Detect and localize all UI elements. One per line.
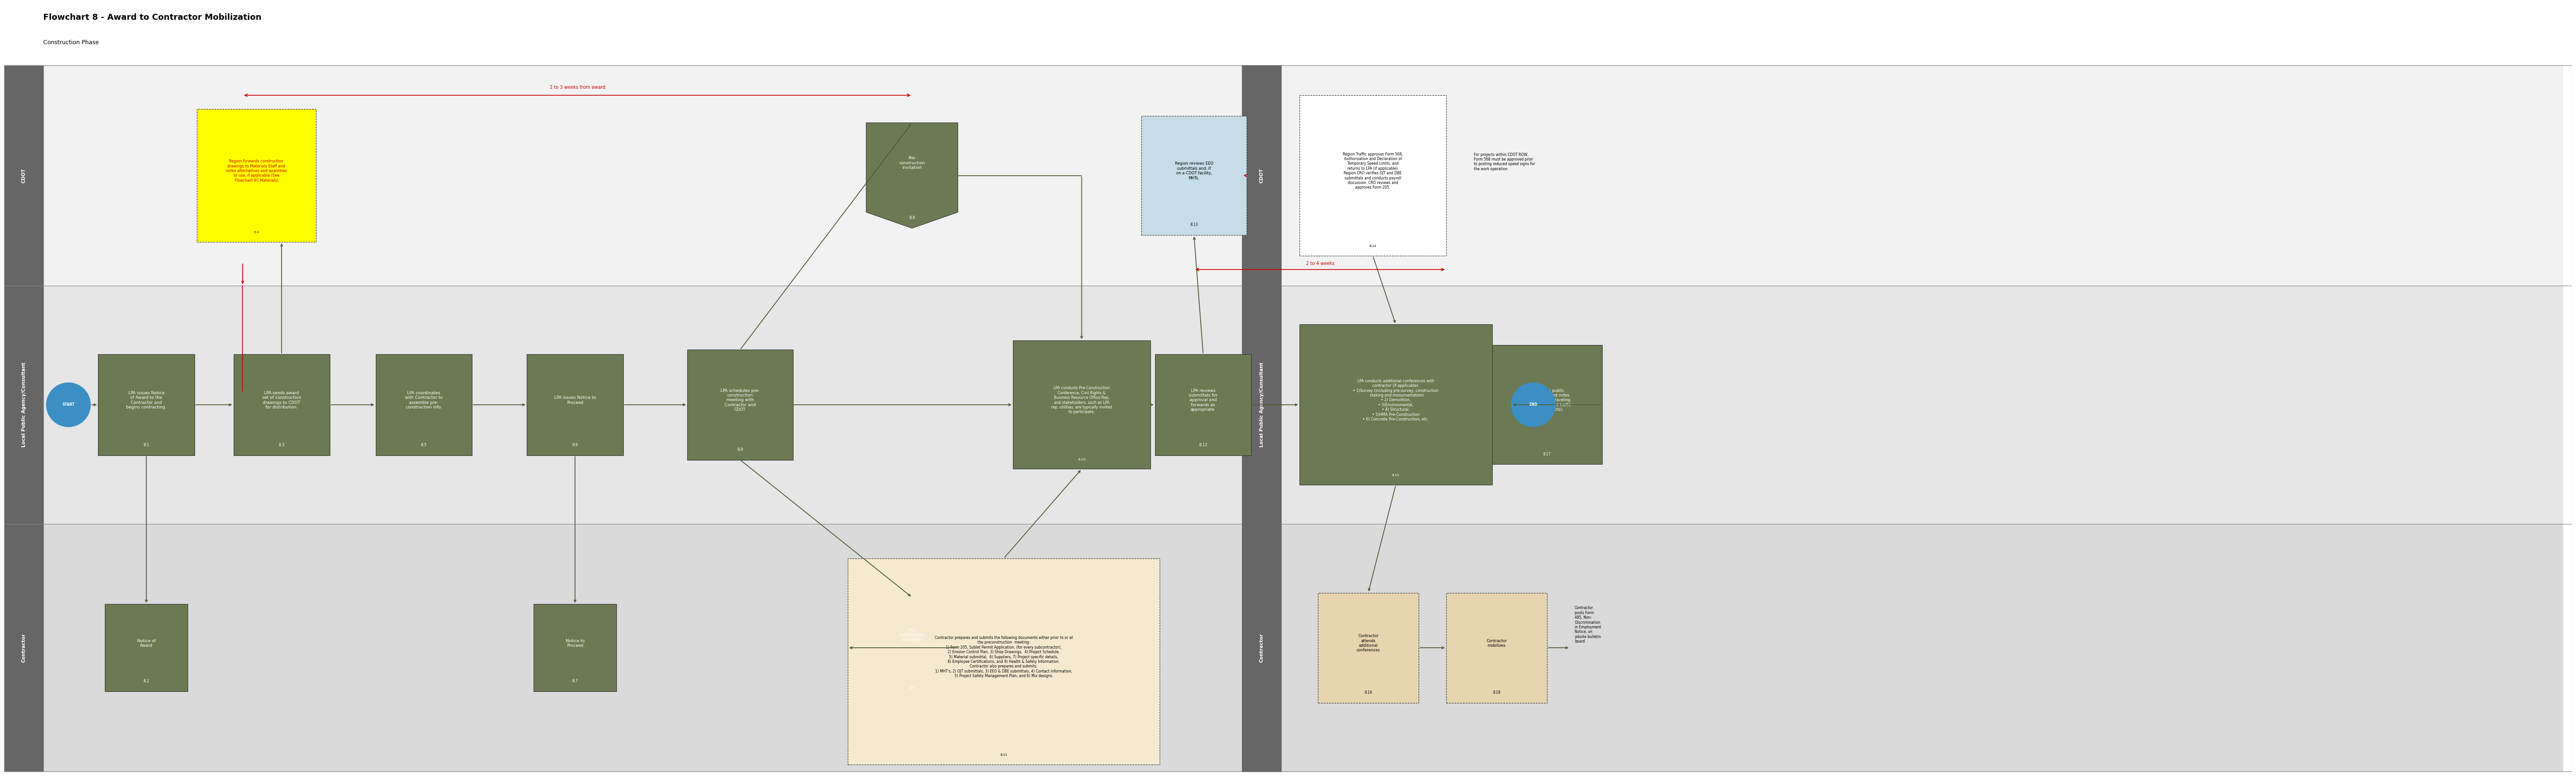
Text: Region Traffic approves Form 568,
Authorization and Declaration of
Temporary Spe: Region Traffic approves Form 568, Author… — [1342, 152, 1404, 190]
Text: 8.18: 8.18 — [1494, 691, 1499, 694]
Text: Pre-
construction
invitation: Pre- construction invitation — [899, 156, 925, 170]
Bar — [196, 109, 317, 242]
Bar — [1298, 95, 1445, 256]
Text: Notice to
Proceed: Notice to Proceed — [567, 639, 585, 647]
Text: Contractor prepares and submits the following documents either prior to or at
th: Contractor prepares and submits the foll… — [935, 636, 1072, 678]
Bar — [1445, 593, 1548, 703]
Bar — [376, 354, 471, 455]
Text: LPA notifies public,
construction and notes
impacts to the traveling
public (acc: LPA notifies public, construction and no… — [1522, 389, 1571, 412]
Text: Contractor
posts Form
485, Non-
Discrimination
in Employment
Notice, on
jobsite : Contractor posts Form 485, Non- Discrimi… — [1574, 606, 1602, 644]
Text: START: START — [62, 403, 75, 407]
Bar — [98, 354, 193, 455]
Circle shape — [46, 382, 90, 427]
Text: For projects within CDOT ROW,
Form 568 must be approved prior
to posting reduced: For projects within CDOT ROW, Form 568 m… — [1473, 152, 1535, 171]
Text: LPA conducts Pre-Construction
Conference, Civil Rights &
Business Resource Offic: LPA conducts Pre-Construction Conference… — [1051, 386, 1113, 414]
Text: 8.10: 8.10 — [1077, 458, 1084, 461]
Text: LPA conducts additional conferences with
contractor (if applicable):
• 1)Survey : LPA conducts additional conferences with… — [1352, 379, 1437, 421]
Text: 8.14: 8.14 — [1370, 245, 1376, 247]
Bar — [1492, 345, 1602, 465]
Circle shape — [1512, 382, 1556, 427]
Text: 2 to 4 weeks: 2 to 4 weeks — [1306, 261, 1334, 266]
Text: Contractor: Contractor — [1260, 633, 1265, 662]
Text: END: END — [1530, 403, 1538, 407]
Text: 8.1: 8.1 — [144, 443, 149, 447]
Text: Contractor
mobilizes: Contractor mobilizes — [1486, 639, 1507, 647]
Text: 8.16: 8.16 — [1365, 691, 1373, 694]
Bar — [44, 524, 2563, 772]
Bar — [1141, 116, 1247, 235]
Text: LPA reviews
submittals for
approval and
forwards as
appropriate.: LPA reviews submittals for approval and … — [1188, 389, 1218, 412]
Bar — [1242, 285, 1280, 524]
Text: Region forwards construction
drawings to Materials Staff and
notes alternatives : Region forwards construction drawings to… — [227, 160, 286, 182]
Bar — [5, 524, 44, 772]
Bar — [848, 558, 1159, 765]
Text: Contractor: Contractor — [21, 633, 26, 662]
Text: LPA schedules pre-
construction
meeting with
Contractor and
CDOT.: LPA schedules pre- construction meeting … — [721, 389, 760, 412]
Bar — [1319, 593, 1419, 703]
Text: 8.15: 8.15 — [1391, 474, 1399, 477]
Bar — [44, 66, 2563, 285]
Bar — [688, 350, 793, 460]
Text: CDOT: CDOT — [1260, 168, 1265, 183]
Text: 8.9: 8.9 — [909, 686, 914, 690]
Text: Pre-
construction
invitation: Pre- construction invitation — [899, 628, 925, 642]
Text: 8.9: 8.9 — [909, 216, 914, 220]
Bar — [1242, 66, 1280, 285]
Text: Notice of
Award: Notice of Award — [137, 639, 155, 647]
Text: 8.7: 8.7 — [572, 679, 577, 683]
Polygon shape — [866, 597, 958, 698]
Text: Local Public Agency/Consultant: Local Public Agency/Consultant — [21, 362, 26, 447]
Bar — [1154, 354, 1252, 455]
Text: 8.8: 8.8 — [737, 447, 742, 451]
Bar — [106, 604, 188, 691]
Text: 8.4: 8.4 — [252, 231, 260, 234]
Bar — [1298, 325, 1492, 485]
Polygon shape — [866, 123, 958, 228]
Text: Region reviews EEO
submittals and, if
on a CDOT facility,
MHTs.: Region reviews EEO submittals and, if on… — [1175, 162, 1213, 180]
Text: 8.13: 8.13 — [1190, 223, 1198, 227]
Text: 8.2: 8.2 — [144, 679, 149, 683]
Bar — [234, 354, 330, 455]
Text: Contractor
attends
additional
conferences: Contractor attends additional conference… — [1358, 634, 1381, 652]
Text: 8.6: 8.6 — [572, 443, 577, 447]
Bar — [5, 285, 44, 524]
Text: 8.17: 8.17 — [1543, 452, 1551, 456]
Text: 8.12: 8.12 — [1198, 443, 1208, 447]
Bar — [533, 604, 616, 691]
Bar — [44, 285, 2563, 524]
Text: 8.5: 8.5 — [420, 443, 428, 447]
Text: Construction Phase: Construction Phase — [44, 40, 98, 45]
Text: LPA coordinates
with Contractor to
assemble pre-
construction info.: LPA coordinates with Contractor to assem… — [404, 391, 443, 410]
Text: CDOT: CDOT — [21, 168, 26, 183]
Bar — [1012, 341, 1151, 469]
Text: LPA issues Notice
of Award to the
Contractor and
begins contracting.: LPA issues Notice of Award to the Contra… — [126, 391, 167, 410]
Text: LPA issues Notice to
Proceed: LPA issues Notice to Proceed — [554, 396, 595, 404]
Text: Local Public Agency/Consultant: Local Public Agency/Consultant — [1260, 362, 1265, 447]
Bar — [1242, 524, 1280, 772]
Bar — [5, 66, 44, 285]
Text: 8.11: 8.11 — [999, 754, 1007, 756]
Text: Flowchart 8 - Award to Contractor Mobilization: Flowchart 8 - Award to Contractor Mobili… — [44, 13, 260, 21]
Bar — [528, 354, 623, 455]
Text: LPA sends award
set of construction
drawings to CDOT
for distribution.: LPA sends award set of construction draw… — [263, 391, 301, 410]
Text: 2 to 3 weeks from award: 2 to 3 weeks from award — [549, 85, 605, 90]
Text: 8.3: 8.3 — [278, 443, 286, 447]
